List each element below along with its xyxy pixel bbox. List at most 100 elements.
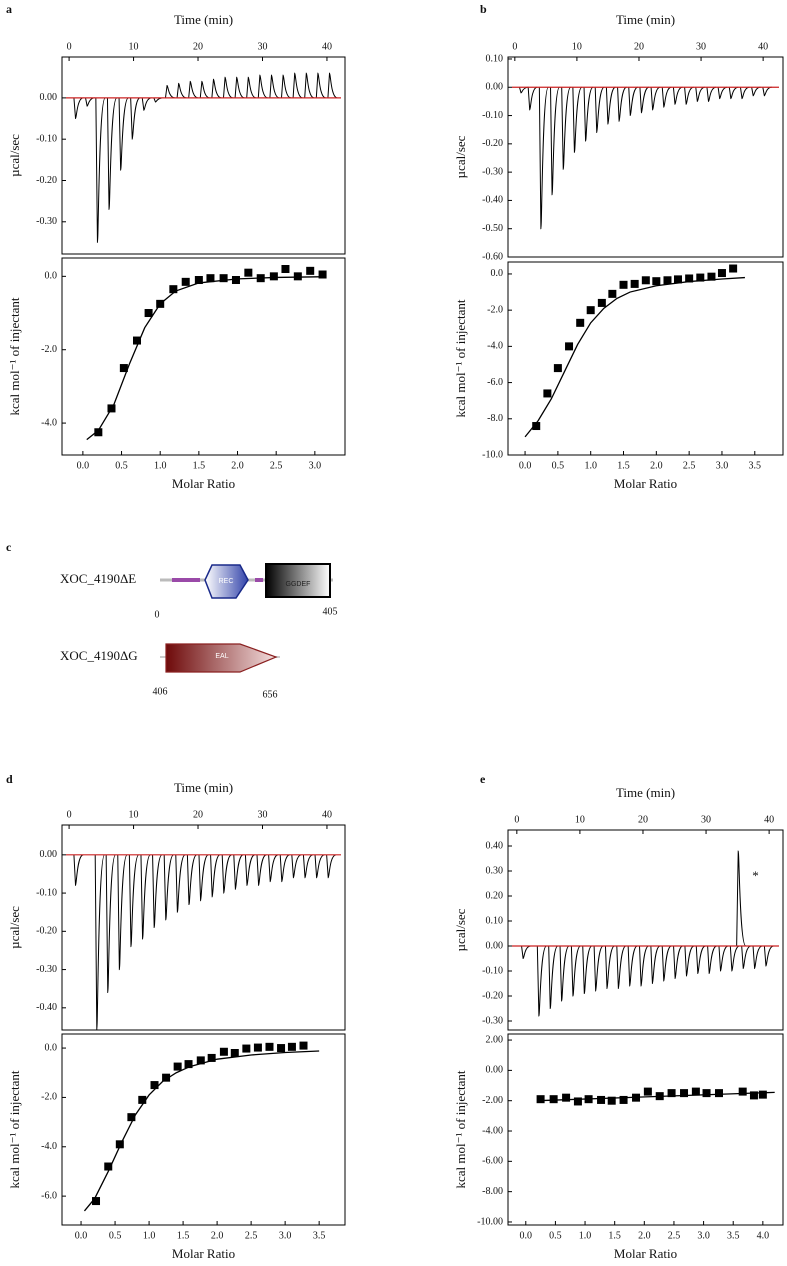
x-tick-label: 0 — [67, 41, 72, 52]
injection-peak — [210, 854, 221, 898]
injection-peak — [244, 854, 255, 886]
injection-peak — [188, 80, 199, 99]
y-axis-label: µcal/sec — [453, 135, 468, 178]
injection-peak — [105, 854, 116, 994]
data-point — [597, 1095, 606, 1104]
residue-label: 405 — [323, 606, 338, 617]
injection-peak — [246, 76, 257, 99]
injection-peak — [650, 86, 661, 111]
data-point — [173, 1062, 182, 1071]
tm-segment — [172, 578, 200, 582]
data-point — [104, 1162, 113, 1171]
data-point — [717, 269, 726, 278]
plot-frame — [61, 56, 346, 255]
rec-domain — [204, 564, 249, 599]
x-tick-label: 1.0 — [154, 460, 167, 471]
injection-peak — [695, 86, 705, 102]
domain-label: REC — [219, 578, 234, 585]
data-point — [94, 428, 103, 437]
injection-peak — [661, 945, 672, 982]
x-tick-label: 1.0 — [584, 460, 597, 471]
x-tick-label: 2.5 — [683, 460, 696, 471]
y-tick-label: 0.00 — [486, 82, 504, 93]
panel-label: e — [480, 772, 486, 786]
y-tick-label: -0.20 — [36, 175, 57, 186]
injection-peak — [639, 86, 650, 114]
data-point — [584, 1095, 593, 1104]
x-tick-label: 30 — [701, 814, 711, 825]
injection-peak — [198, 854, 209, 902]
chart: 0.0 -2.0 -4.0 0.0 0.5 1.0 1.5 2.0 2.5 3.0 Molar Ra… — [7, 257, 346, 491]
y-tick-label: -0.30 — [482, 166, 503, 177]
injection-peak — [559, 945, 570, 1002]
x-tick-label: 40 — [322, 41, 332, 52]
plot-frame — [507, 261, 784, 456]
data-point — [607, 1096, 616, 1105]
data-point — [543, 389, 552, 398]
chart: a 0.00 -0.10 -0.20 -0.30 0 10 20 30 40 Time (min) µ… — [6, 2, 346, 255]
data-point — [150, 1081, 159, 1090]
data-point — [287, 1042, 296, 1051]
y-tick-label: -0.10 — [36, 133, 57, 144]
data-point — [532, 422, 541, 431]
y-axis-label: kcal mol⁻¹ of injectant — [7, 297, 22, 415]
y-tick-label: -0.10 — [482, 110, 503, 121]
data-point — [641, 276, 650, 285]
x-tick-label: 20 — [193, 41, 203, 52]
data-point — [293, 272, 302, 281]
data-point — [702, 1089, 711, 1098]
injection-peak — [695, 945, 706, 975]
annotation: * — [752, 868, 759, 883]
y-tick-label: -2.0 — [487, 304, 503, 315]
injection-peak — [751, 86, 761, 97]
data-point — [269, 272, 278, 281]
x-tick-label: 2.5 — [245, 1230, 258, 1241]
y-tick-label: -0.40 — [482, 195, 503, 206]
injection-peak — [739, 86, 750, 100]
injection-peak — [684, 86, 694, 105]
injection-peak — [175, 854, 186, 913]
x-tick-label: 0.5 — [549, 1230, 562, 1241]
injection-peak — [762, 86, 772, 97]
domain-label: GGDEF — [286, 581, 311, 588]
x-tick-label: 3.0 — [279, 1230, 292, 1241]
y-tick-label: 0.00 — [486, 940, 504, 951]
x-tick-label: 40 — [764, 814, 774, 825]
x-tick-label: 0 — [67, 809, 72, 820]
injection-peak — [521, 945, 531, 960]
domain-diagram: c XOC_4190ΔE REC GGDEF 0 405 XOC_4190ΔG … — [6, 540, 338, 701]
data-point — [156, 299, 165, 308]
data-point — [632, 1093, 641, 1102]
x-axis-label: Time (min) — [616, 785, 675, 800]
y-tick-label: -0.20 — [36, 926, 57, 937]
y-axis-label: kcal mol⁻¹ of injectant — [7, 1070, 22, 1188]
y-tick-label: 0.0 — [45, 1042, 58, 1053]
x-axis-label: Time (min) — [174, 12, 233, 27]
x-tick-label: 0.5 — [552, 460, 565, 471]
chart: e 0.40 0.30 0.20 0.10 0.00 -0.10 -0.20 -0.30 0 10 2… — [453, 772, 784, 1031]
chart: d 0.00 -0.10 -0.20 -0.30 -0.40 0 10 20 30 40 Time (… — [6, 772, 346, 1031]
data-point — [230, 1049, 239, 1058]
data-point — [696, 273, 705, 282]
injection-peak — [269, 74, 280, 99]
x-tick-label: 1.0 — [579, 1230, 592, 1241]
panel-label: b — [480, 2, 487, 16]
injection-peak — [257, 74, 268, 99]
injection-peak — [117, 854, 128, 971]
data-point — [207, 1053, 216, 1062]
injection-peak — [741, 945, 752, 970]
injection-peak — [73, 97, 84, 120]
y-axis-label: µcal/sec — [7, 906, 22, 949]
injection-peak — [128, 854, 140, 948]
x-tick-label: 1.5 — [617, 460, 630, 471]
injection-peak — [604, 945, 616, 990]
injection-peak — [706, 86, 717, 102]
data-point — [169, 285, 178, 294]
data-point — [194, 276, 203, 285]
data-point — [162, 1073, 171, 1082]
y-tick-label: -10.00 — [477, 1216, 503, 1227]
plot-frame — [507, 56, 784, 258]
data-point — [318, 270, 327, 279]
injection-peak — [164, 84, 175, 99]
